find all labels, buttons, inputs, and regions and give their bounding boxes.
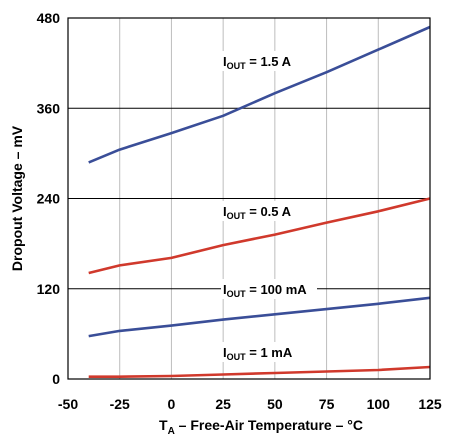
y-axis-label: Dropout Voltage – mV: [9, 125, 25, 271]
series-line: [88, 25, 431, 164]
series-label-background: [221, 279, 317, 299]
plot-frame: [67, 17, 431, 380]
y-tick-label: 0: [52, 371, 60, 387]
series-label: IOUT = 100 mA: [223, 282, 307, 299]
series-label-rest: = 100 mA: [246, 282, 308, 297]
y-tick-label: 240: [37, 191, 61, 207]
x-axis-label-main: T: [159, 417, 168, 433]
series-label: IOUT = 1 mA: [223, 345, 293, 362]
x-axis-label-rest: – Free-Air Temperature – °C: [175, 417, 363, 433]
series-label-background: [221, 51, 317, 71]
series-label-rest: = 0.5 A: [246, 204, 292, 219]
x-axis-label: TA – Free-Air Temperature – °C: [159, 417, 363, 437]
y-tick-label: 480: [37, 10, 61, 26]
grid: [68, 18, 430, 379]
x-tick-label: 100: [367, 396, 391, 412]
x-tick-label: 0: [168, 396, 176, 412]
series-layer: [88, 25, 431, 379]
series-line: [88, 197, 431, 275]
series-label-rest: = 1.5 A: [246, 54, 292, 69]
x-axis-ticks: -50 -25 0 25 50 75 100 125: [58, 396, 442, 412]
series-line: [88, 365, 431, 379]
x-tick-label: 50: [267, 396, 283, 412]
y-tick-label: 120: [37, 281, 61, 297]
series-label-background: [221, 201, 317, 221]
series-label-main: I: [223, 204, 227, 219]
x-tick-label: 25: [215, 396, 231, 412]
series-label-sub: OUT: [227, 352, 247, 362]
y-axis-ticks: 0 120 240 360 480: [37, 10, 61, 387]
series-label: IOUT = 0.5 A: [223, 204, 292, 221]
y-tick-label: 360: [37, 100, 61, 116]
series-label-main: I: [223, 345, 227, 360]
x-axis-label-sub: A: [168, 426, 175, 437]
series-label-main: I: [223, 282, 227, 297]
x-tick-label: 125: [418, 396, 442, 412]
series-label-main: I: [223, 54, 227, 69]
series-label-sub: OUT: [227, 289, 247, 299]
series-label-sub: OUT: [227, 211, 247, 221]
series-label-sub: OUT: [227, 61, 247, 71]
series-label-rest: = 1 mA: [246, 345, 293, 360]
x-tick-label: -25: [110, 396, 130, 412]
x-tick-label: 75: [319, 396, 335, 412]
x-tick-label: -50: [58, 396, 78, 412]
series-line: [88, 296, 431, 338]
series-label: IOUT = 1.5 A: [223, 54, 292, 71]
series-label-background: [221, 342, 317, 362]
